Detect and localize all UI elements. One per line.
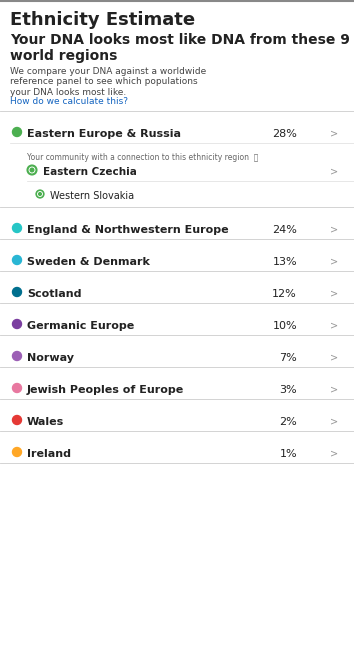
Text: 1%: 1%	[279, 449, 297, 459]
Circle shape	[12, 288, 22, 297]
Text: We compare your DNA against a worldwide
reference panel to see which populations: We compare your DNA against a worldwide …	[10, 67, 206, 96]
Text: Eastern Europe & Russia: Eastern Europe & Russia	[27, 129, 181, 139]
Circle shape	[12, 383, 22, 393]
Text: Scotland: Scotland	[27, 289, 81, 299]
Text: 2%: 2%	[279, 417, 297, 427]
Circle shape	[12, 447, 22, 456]
Text: Norway: Norway	[27, 353, 74, 363]
Text: Western Slovakia: Western Slovakia	[50, 191, 134, 201]
Text: >: >	[330, 289, 338, 299]
Text: 28%: 28%	[272, 129, 297, 139]
Text: Eastern Czechia: Eastern Czechia	[43, 167, 137, 177]
Text: >: >	[330, 257, 338, 267]
Text: Ethnicity Estimate: Ethnicity Estimate	[10, 11, 195, 29]
Text: Wales: Wales	[27, 417, 64, 427]
Circle shape	[12, 128, 22, 136]
Circle shape	[39, 193, 41, 196]
Circle shape	[30, 168, 34, 171]
Text: 10%: 10%	[272, 321, 297, 331]
Text: 13%: 13%	[272, 257, 297, 267]
Text: England & Northwestern Europe: England & Northwestern Europe	[27, 225, 229, 235]
Circle shape	[12, 351, 22, 361]
Text: >: >	[330, 417, 338, 427]
Text: 24%: 24%	[272, 225, 297, 235]
Circle shape	[12, 415, 22, 424]
Text: How do we calculate this?: How do we calculate this?	[10, 97, 128, 106]
Circle shape	[12, 256, 22, 265]
Text: Sweden & Denmark: Sweden & Denmark	[27, 257, 150, 267]
Text: Jewish Peoples of Europe: Jewish Peoples of Europe	[27, 385, 184, 395]
Text: Ireland: Ireland	[27, 449, 71, 459]
Text: >: >	[330, 129, 338, 139]
Circle shape	[12, 224, 22, 233]
Text: 7%: 7%	[279, 353, 297, 363]
Text: >: >	[330, 353, 338, 363]
Text: Germanic Europe: Germanic Europe	[27, 321, 134, 331]
Text: >: >	[330, 321, 338, 331]
Text: 3%: 3%	[279, 385, 297, 395]
Text: 12%: 12%	[272, 289, 297, 299]
Text: Your community with a connection to this ethnicity region  ⓘ: Your community with a connection to this…	[27, 153, 258, 162]
Text: >: >	[330, 225, 338, 235]
Text: >: >	[330, 167, 338, 177]
Circle shape	[12, 319, 22, 329]
Text: Your DNA looks most like DNA from these 9
world regions: Your DNA looks most like DNA from these …	[10, 33, 350, 63]
Text: >: >	[330, 385, 338, 395]
Text: >: >	[330, 449, 338, 459]
